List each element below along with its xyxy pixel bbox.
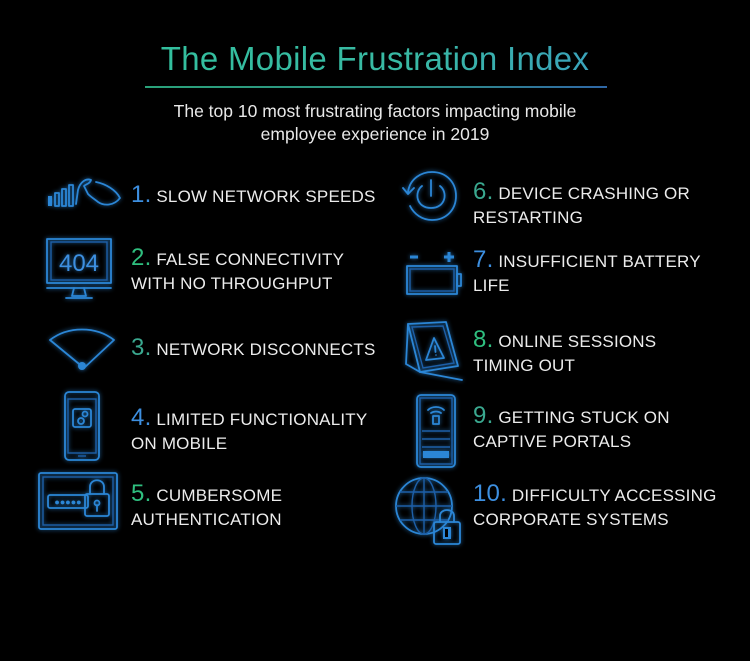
subtitle-line-1: The top 10 most frustrating factors impa… [173,101,577,121]
title: The Mobile Frustration Index [0,40,750,78]
battery-icon [406,250,464,296]
power-restart-icon [402,170,458,222]
item-number-2: 2 [131,244,145,271]
item-label-3: Network disconnects [156,340,376,359]
item-label-8-line-2: timing out [473,356,576,375]
subtitle: The top 10 most frustrating factors impa… [0,100,750,146]
phone-wifi-portal-icon [416,394,456,468]
item-label-9-line-1: Getting stuck on [498,408,670,427]
item-label-5-line-2: authentication [131,510,282,529]
item-label-8-line-1: Online sessions [498,332,657,351]
item-label-6-line-1: Device crashing or [498,184,690,203]
subtitle-line-2: employee experience in 2019 [260,124,490,144]
svg-text:404: 404 [59,250,99,277]
monitor-404-icon: 404 [46,238,112,302]
item-number-8: 8 [473,326,487,353]
item-number-5: 5 [131,480,145,507]
item-label-6-line-2: restarting [473,208,583,227]
svg-text:●●●●●: ●●●●● [54,497,81,507]
item-label-7-line-1: Insufficient battery [498,252,701,271]
item-number-9: 9 [473,402,487,429]
signal-hand-icon [46,176,124,212]
item-number-3: 3 [131,334,145,361]
tablet-warning-icon [404,320,468,382]
item-label-4-line-1: Limited functionality [156,410,368,429]
item-number-6: 6 [473,178,487,205]
item-label-2-line-2: with no throughput [131,274,333,293]
item-label-4-line-2: on mobile [131,434,228,453]
item-label-5-line-1: Cumbersome [156,486,283,505]
item-number-7: 7 [473,246,487,273]
item-number-10: 10 [473,480,501,507]
phone-app-icon [64,391,100,461]
globe-lock-icon [394,476,466,546]
password-lock-icon: ●●●●● [38,472,120,530]
item-label-1: Slow network speeds [156,187,376,206]
item-label-2-line-1: False connectivity [156,250,345,269]
item-label-10-line-2: corporate systems [473,510,669,529]
item-number-1: 1 [131,181,145,208]
item-label-7-line-2: life [473,276,510,295]
item-label-9-line-2: captive portals [473,432,632,451]
title-underline [145,86,607,88]
item-label-10-line-1: Difficulty accessing [511,486,717,505]
item-number-4: 4 [131,404,145,431]
wifi-sector-icon [48,322,116,374]
